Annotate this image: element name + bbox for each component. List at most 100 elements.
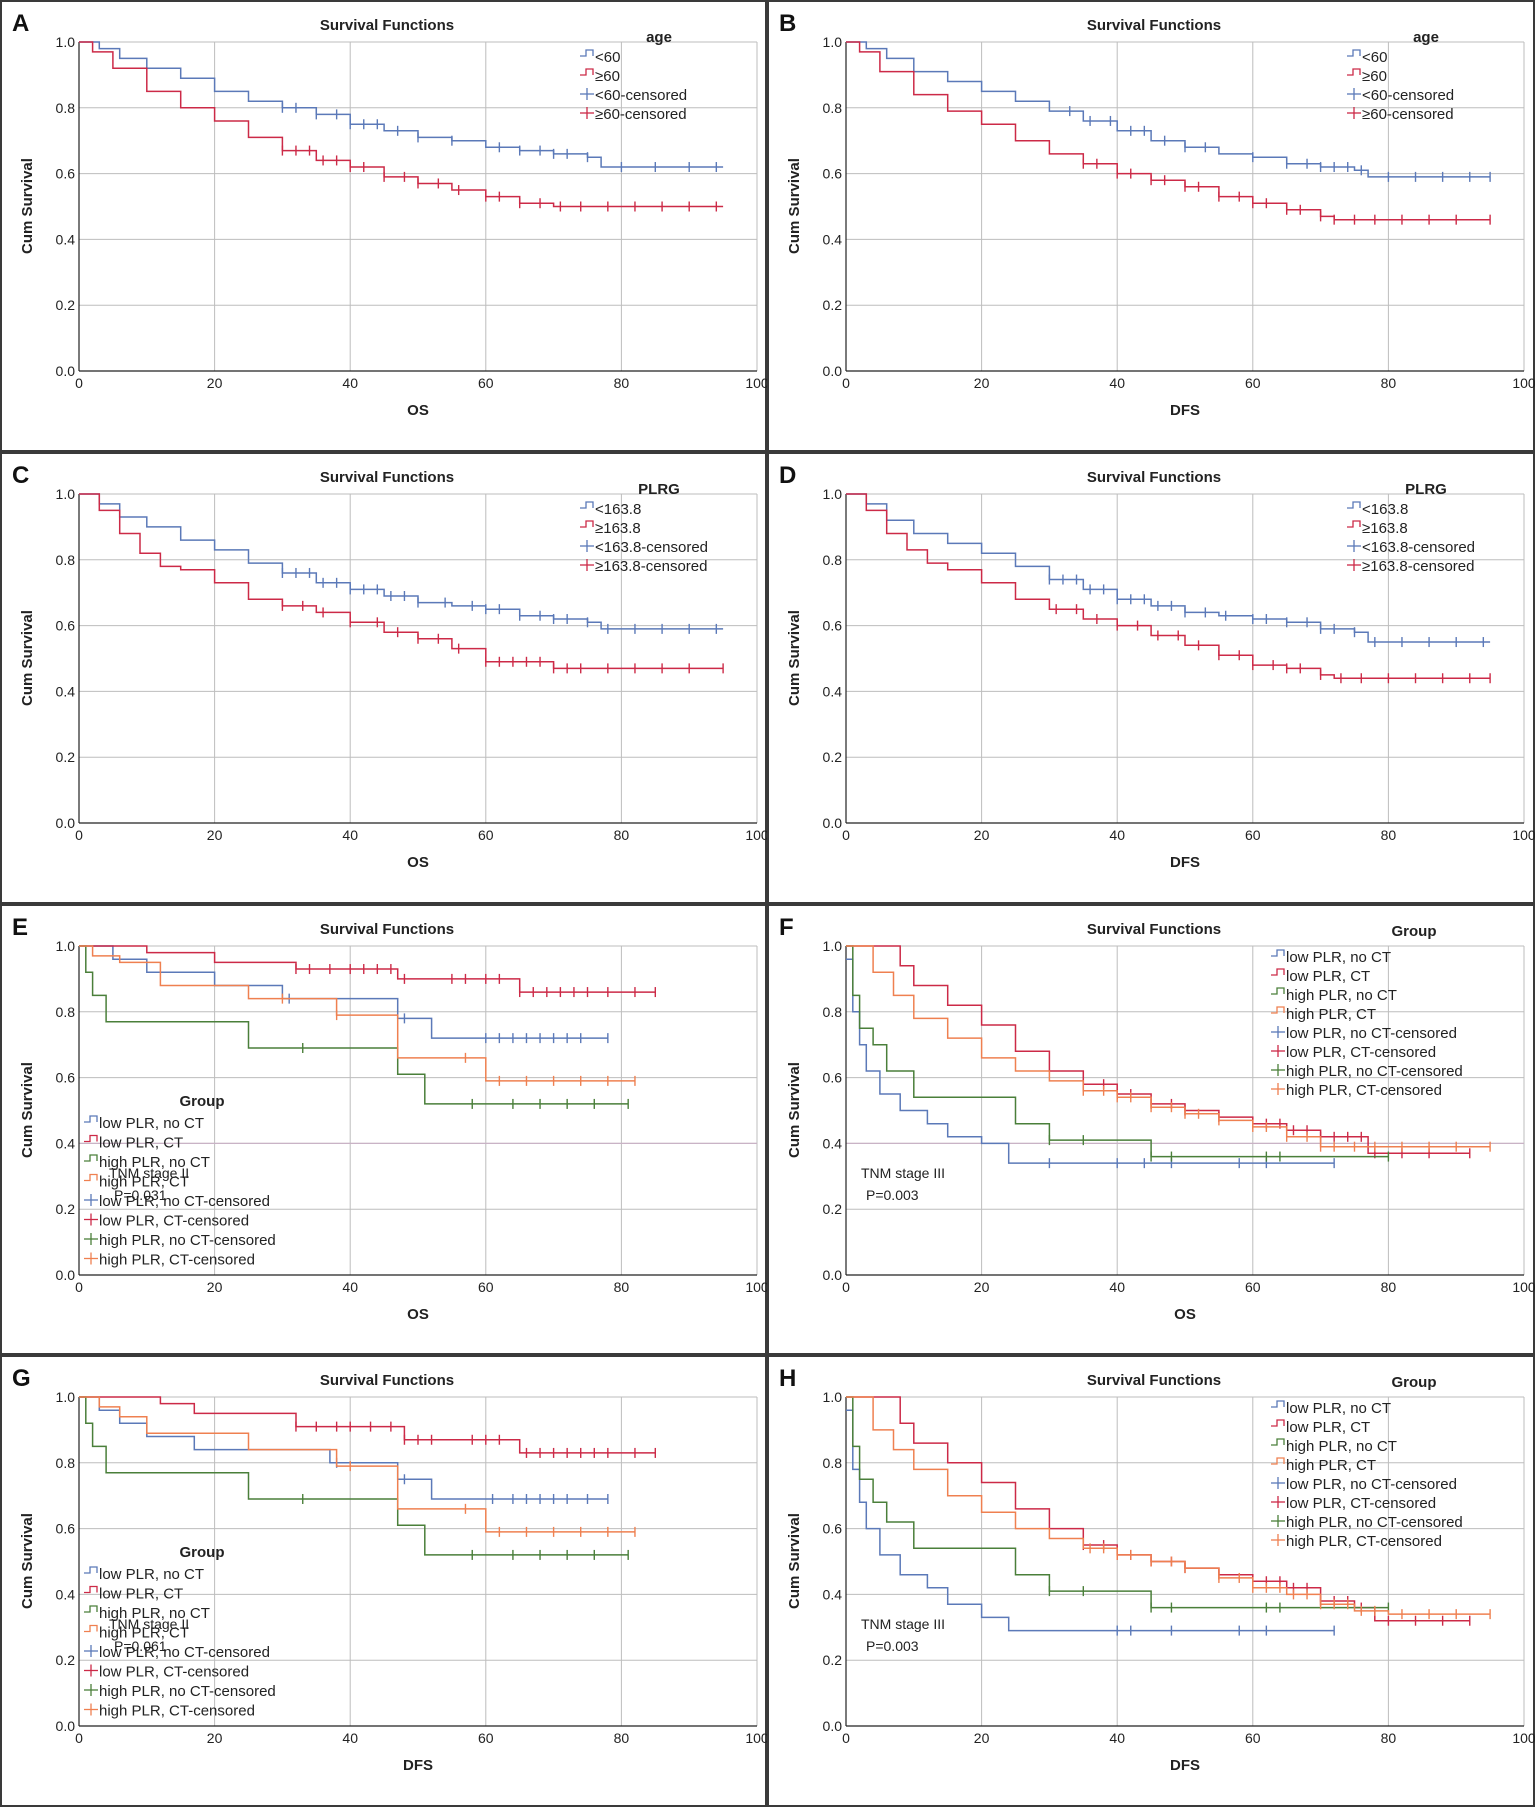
legend-title: age xyxy=(646,29,672,46)
legend-swatch xyxy=(580,49,594,57)
legend-label: <163.8 xyxy=(595,501,641,518)
legend-swatch xyxy=(84,1624,98,1633)
y-tick-label: 0.2 xyxy=(823,749,843,765)
x-tick-label: 60 xyxy=(478,827,494,843)
series-line-green xyxy=(79,945,629,1105)
chart-svg-D: 0 20 40 60 80 100 0.0 0.2 0.4 0.6 0.8 1.0 Survival F… xyxy=(786,469,1535,871)
legend-swatch xyxy=(1271,1457,1285,1465)
legend-label: ≥163.8 xyxy=(1362,520,1408,537)
y-tick-label: 0.4 xyxy=(823,1586,843,1602)
y-axis-label: Cum Survival xyxy=(19,610,36,706)
y-tick-label: 0.8 xyxy=(823,552,843,568)
legend-swatch xyxy=(84,1115,98,1123)
legend-label: low PLR, no CT xyxy=(1286,1400,1391,1417)
legend-label: low PLR, no CT xyxy=(99,1115,204,1132)
legend-title: Group xyxy=(180,1544,225,1561)
legend-title: Group xyxy=(1392,923,1437,940)
annotation-stage: TNM stage III xyxy=(861,1616,945,1632)
legend-title: PLRG xyxy=(1405,481,1447,498)
legend-label: ≥60-censored xyxy=(595,106,687,123)
x-tick-label: 80 xyxy=(614,1279,630,1295)
y-tick-label: 0.2 xyxy=(823,297,843,313)
legend-swatch xyxy=(1347,49,1361,57)
x-tick-label: 100 xyxy=(745,1279,769,1295)
x-tick-label: 20 xyxy=(207,1279,223,1295)
x-axis-label: DFS xyxy=(403,1757,433,1774)
legend-label: low PLR, CT-censored xyxy=(99,1664,249,1681)
legend-label: low PLR, no CT xyxy=(1286,949,1391,966)
x-axis-label: DFS xyxy=(1170,1757,1200,1774)
y-tick-label: 0.8 xyxy=(823,100,843,116)
y-axis-label: Cum Survival xyxy=(786,610,803,706)
y-tick-label: 0.6 xyxy=(56,166,76,182)
y-axis-label: Cum Survival xyxy=(19,1062,36,1158)
x-tick-label: 60 xyxy=(1245,827,1261,843)
legend-swatch xyxy=(580,501,594,509)
y-tick-label: 0.8 xyxy=(56,552,76,568)
annotation-stage: TNM stage II xyxy=(109,1165,189,1181)
x-tick-label: 100 xyxy=(1512,375,1535,391)
legend-swatch xyxy=(1271,1400,1285,1408)
panel-letter: E xyxy=(12,914,29,941)
x-tick-label: 0 xyxy=(75,1279,83,1295)
chart-title: Survival Functions xyxy=(320,1372,454,1389)
x-tick-label: 80 xyxy=(614,375,630,391)
y-tick-label: 0.8 xyxy=(823,1455,843,1471)
legend-swatch xyxy=(1347,68,1361,76)
chart-title: Survival Functions xyxy=(1087,1372,1221,1389)
y-tick-label: 1.0 xyxy=(823,938,843,954)
x-tick-label: 20 xyxy=(974,827,990,843)
series-line-red xyxy=(79,945,656,993)
y-tick-label: 0.4 xyxy=(823,231,843,247)
series-line-blue xyxy=(79,945,608,1039)
x-tick-label: 0 xyxy=(842,1730,850,1746)
y-tick-label: 0.0 xyxy=(56,363,76,379)
x-tick-label: 100 xyxy=(745,1730,769,1746)
x-axis-label: OS xyxy=(1174,1306,1196,1323)
legend-swatch xyxy=(1347,501,1361,509)
legend-label: low PLR, CT xyxy=(99,1135,183,1152)
legend-swatch xyxy=(1271,1006,1285,1014)
chart-svg-G: 0 20 40 60 80 100 0.0 0.2 0.4 0.6 0.8 1.0 Survival F… xyxy=(19,1372,769,1774)
series-line-red xyxy=(846,41,1491,221)
y-tick-label: 0.2 xyxy=(56,1201,76,1217)
x-tick-label: 40 xyxy=(1109,375,1125,391)
chart-panel-G: 0 20 40 60 80 100 0.0 0.2 0.4 0.6 0.8 1.0 Survival F… xyxy=(0,1355,769,1807)
legend-title: PLRG xyxy=(638,481,680,498)
legend-swatch xyxy=(1271,987,1285,995)
legend-label: <60 xyxy=(595,49,620,66)
series-line-orange xyxy=(79,1396,635,1533)
x-tick-label: 80 xyxy=(614,827,630,843)
chart-panel-E: 0 20 40 60 80 100 0.0 0.2 0.4 0.6 0.8 1.0 Survival F… xyxy=(0,904,769,1355)
legend-swatch xyxy=(580,520,594,528)
panel-letter: C xyxy=(12,462,30,489)
legend-swatch xyxy=(1271,949,1285,957)
x-tick-label: 40 xyxy=(342,1279,358,1295)
panel-letter: H xyxy=(779,1365,797,1392)
y-axis-label: Cum Survival xyxy=(786,1513,803,1609)
x-tick-label: 40 xyxy=(1109,1279,1125,1295)
annotation-stage: TNM stage II xyxy=(109,1616,189,1632)
legend-label: low PLR, no CT-censored xyxy=(99,1193,270,1210)
series-line-blue xyxy=(846,958,1335,1164)
y-tick-label: 0.6 xyxy=(56,618,76,634)
y-tick-label: 0.6 xyxy=(823,1070,843,1086)
legend-label: ≥163.8-censored xyxy=(1362,558,1474,575)
x-tick-label: 20 xyxy=(974,375,990,391)
legend-label: low PLR, CT-censored xyxy=(1286,1495,1436,1512)
y-tick-label: 0.8 xyxy=(823,1004,843,1020)
series-line-green xyxy=(79,1396,629,1556)
legend-label: low PLR, CT-censored xyxy=(1286,1044,1436,1061)
y-tick-label: 0.0 xyxy=(823,1718,843,1734)
y-tick-label: 0.4 xyxy=(56,231,76,247)
panel-letter: G xyxy=(12,1365,31,1392)
annotation-stage: TNM stage III xyxy=(861,1165,945,1181)
y-tick-label: 0.0 xyxy=(56,815,76,831)
series-line-red xyxy=(79,41,724,208)
x-tick-label: 80 xyxy=(1381,827,1397,843)
y-tick-label: 0.6 xyxy=(823,618,843,634)
legend-label: ≥163.8 xyxy=(595,520,641,537)
y-tick-label: 0.2 xyxy=(56,749,76,765)
legend-label: high PLR, CT xyxy=(1286,1006,1376,1023)
y-tick-label: 0.4 xyxy=(823,1135,843,1151)
